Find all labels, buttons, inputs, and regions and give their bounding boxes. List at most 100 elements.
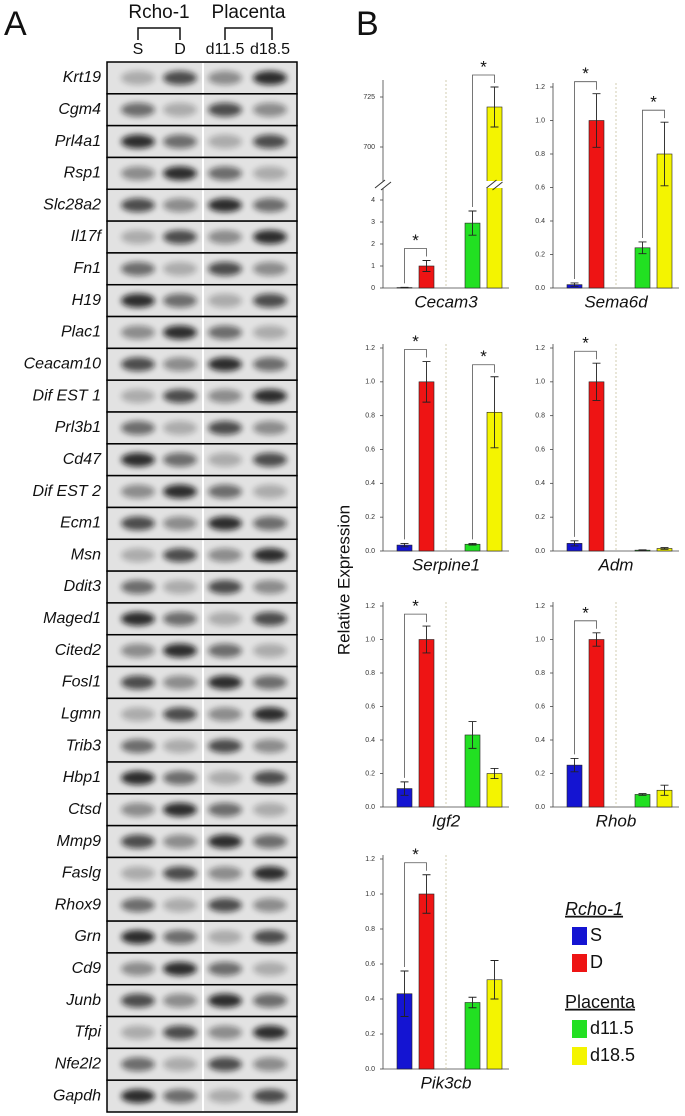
y-tick-label: 0.6 — [535, 703, 545, 710]
bar — [588, 639, 605, 808]
blot-band — [253, 293, 287, 308]
gene-label: Dif EST 1 — [33, 387, 101, 404]
blot-band — [253, 930, 287, 944]
gene-label: Ctsd — [68, 801, 102, 818]
blot-band — [121, 325, 155, 340]
gene-label: Maged1 — [43, 610, 101, 627]
blot-band — [121, 293, 155, 308]
error-bar — [468, 996, 477, 1009]
blot-band — [163, 1025, 197, 1040]
legend-swatch — [572, 927, 587, 945]
blot-band — [121, 770, 155, 785]
y-tick-label: 725 — [363, 94, 375, 101]
blot-band — [163, 1057, 197, 1072]
gene-label: Rhox9 — [55, 896, 101, 913]
axis-break — [374, 179, 392, 191]
legend-swatch — [572, 1047, 587, 1065]
blot-band — [253, 452, 287, 467]
blot-band — [208, 420, 242, 435]
gene-label: Tfpi — [74, 1024, 101, 1041]
panel-label: B — [356, 5, 379, 43]
y-tick-label: 0.2 — [365, 770, 375, 777]
blot-band — [253, 166, 287, 181]
blot-band — [163, 898, 197, 913]
blot-band — [121, 1057, 155, 1072]
blot-band — [163, 420, 197, 435]
blot-band — [253, 516, 287, 531]
y-tick-label: 1.0 — [535, 117, 545, 124]
blot-band — [208, 70, 242, 85]
gene-label: Nfe2l2 — [55, 1055, 101, 1072]
y-tick-label: 0.4 — [365, 480, 375, 487]
bar — [418, 893, 435, 1070]
significance-bracket — [404, 613, 427, 778]
significance-bracket — [642, 109, 665, 238]
legend-swatch — [572, 1020, 587, 1038]
gene-label: Cited2 — [55, 642, 101, 659]
gene-label: Fn1 — [73, 260, 101, 277]
significance-label: * — [480, 57, 487, 76]
blot-band — [163, 325, 197, 340]
blot-band — [163, 134, 197, 149]
blot-band — [121, 707, 155, 722]
blot-band — [208, 325, 242, 340]
y-tick-label: 0.2 — [365, 514, 375, 521]
blot-band — [208, 834, 242, 849]
blot-band — [121, 643, 155, 658]
significance-label: * — [582, 603, 589, 622]
gene-label: Trib3 — [66, 737, 101, 754]
error-bar — [660, 547, 669, 550]
legend-label: d11.5 — [590, 1018, 634, 1038]
blot-band — [253, 548, 287, 563]
y-tick-label: 0.0 — [365, 548, 375, 555]
blot-band — [121, 70, 155, 85]
y-tick-label: 0.6 — [535, 184, 545, 191]
error-bar — [638, 793, 647, 796]
blot-band — [163, 70, 197, 85]
blot-band — [121, 1089, 155, 1104]
blot-band — [121, 357, 155, 372]
gene-label: Il17f — [71, 228, 103, 245]
blot-band — [208, 643, 242, 658]
significance-bracket — [472, 74, 495, 207]
blot-band — [208, 230, 242, 244]
gene-label: Ecm1 — [60, 515, 101, 532]
bar — [464, 1002, 481, 1070]
chart-title: Pik3cb — [420, 1073, 471, 1092]
blot-band — [253, 1089, 287, 1104]
blot-band — [253, 770, 287, 785]
bar — [634, 794, 651, 808]
bar — [486, 106, 503, 289]
error-bar — [468, 210, 477, 236]
error-bar — [592, 93, 601, 148]
error-bar — [490, 768, 499, 779]
blot-band — [208, 548, 242, 563]
blot-band — [253, 134, 287, 149]
gene-label: Hbp1 — [63, 769, 101, 786]
y-tick-label: 1.2 — [365, 603, 375, 610]
blot-band — [163, 198, 197, 213]
significance-label: * — [412, 845, 419, 864]
blot-band — [208, 866, 242, 881]
gene-label: Rsp1 — [64, 165, 101, 182]
y-tick-label: 0.8 — [365, 413, 375, 420]
blot-band — [163, 293, 197, 308]
y-tick-label: 0.8 — [535, 670, 545, 677]
blot-band — [121, 802, 155, 817]
blot-band — [208, 802, 242, 817]
blot-band — [208, 357, 242, 372]
blot-band — [253, 70, 287, 85]
blot-band — [163, 739, 197, 754]
blot-band — [163, 1089, 197, 1104]
blot-band — [121, 675, 155, 690]
gene-label: Dif EST 2 — [33, 483, 102, 500]
group-header: Rcho-1 — [128, 2, 189, 23]
blot-band — [163, 261, 197, 276]
significance-bracket — [574, 81, 597, 279]
legend-title: Rcho-1 — [565, 899, 623, 919]
blot-band — [253, 1057, 287, 1072]
error-bar — [490, 86, 499, 128]
chart-title: Serpine1 — [412, 555, 480, 574]
blot-band — [208, 102, 242, 117]
error-bar — [422, 874, 431, 914]
